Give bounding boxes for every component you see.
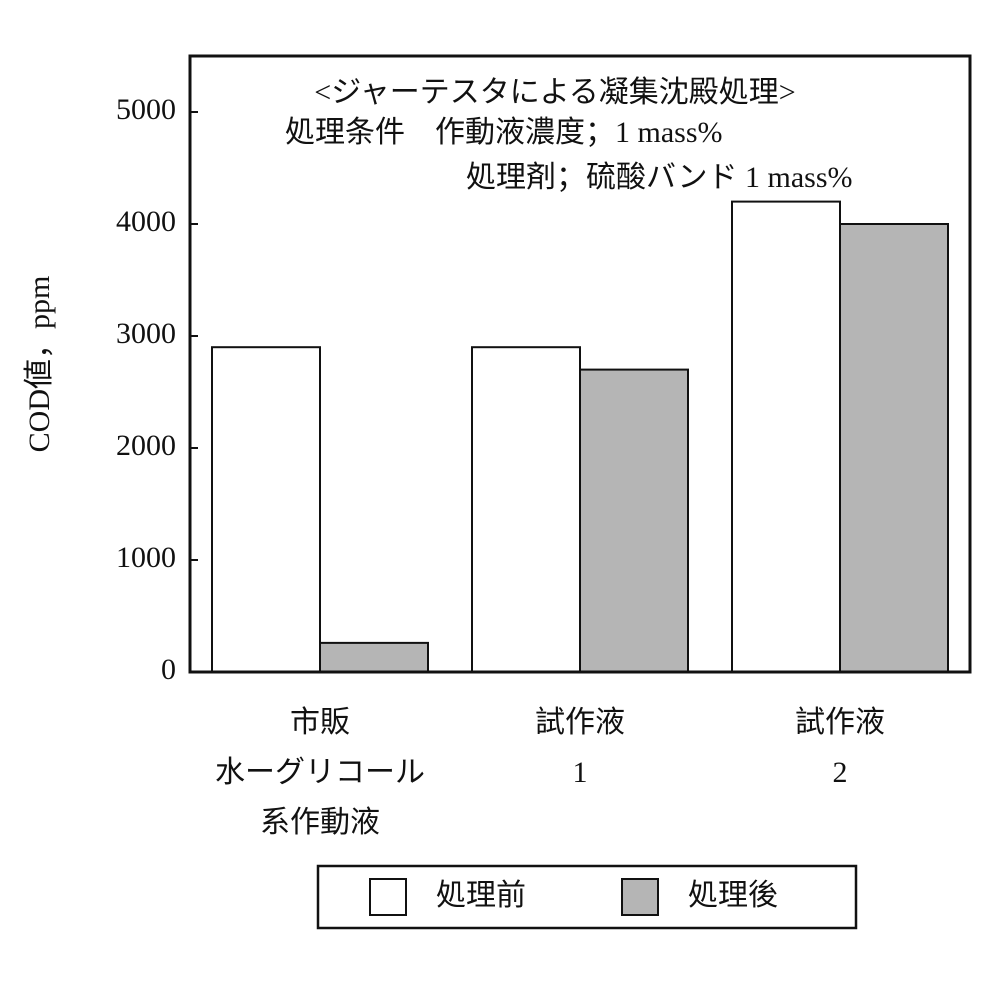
y-tick-label: 0 <box>161 653 176 686</box>
y-tick-label: 2000 <box>116 429 176 462</box>
annotation: 処理剤；硫酸バンド 1 mass% <box>466 161 853 194</box>
bar <box>319 641 429 674</box>
bar <box>839 223 949 673</box>
y-tick-label: 1000 <box>116 541 176 574</box>
x-tick-label: 試作液 <box>535 706 625 739</box>
bar <box>579 368 689 673</box>
legend-label: 処理後 <box>688 879 778 912</box>
y-tick-label: 3000 <box>116 317 176 350</box>
x-tick-label: 2 <box>833 756 848 789</box>
y-tick-label: 5000 <box>116 93 176 126</box>
legend-swatch <box>369 878 407 916</box>
y-axis-label: COD値，ppm <box>23 276 56 453</box>
legend-swatch <box>621 878 659 916</box>
legend-label: 処理前 <box>436 879 526 912</box>
legend-box <box>316 864 858 930</box>
x-tick-label: 試作液 <box>795 706 885 739</box>
x-tick-label: 1 <box>573 756 588 789</box>
bar <box>731 200 841 673</box>
bar <box>211 346 321 673</box>
annotation: 処理条件 作動液濃度；1 mass% <box>285 116 723 149</box>
x-tick-label: 市販 <box>290 706 350 739</box>
y-tick-label: 4000 <box>116 205 176 238</box>
plot-frame <box>188 54 972 674</box>
x-tick-label: 水ーグリコール <box>215 756 425 789</box>
annotation: <ジャーテスタによる凝集沈殿処理> <box>314 76 795 109</box>
bar <box>471 346 581 673</box>
x-tick-label: 系作動液 <box>260 806 380 839</box>
